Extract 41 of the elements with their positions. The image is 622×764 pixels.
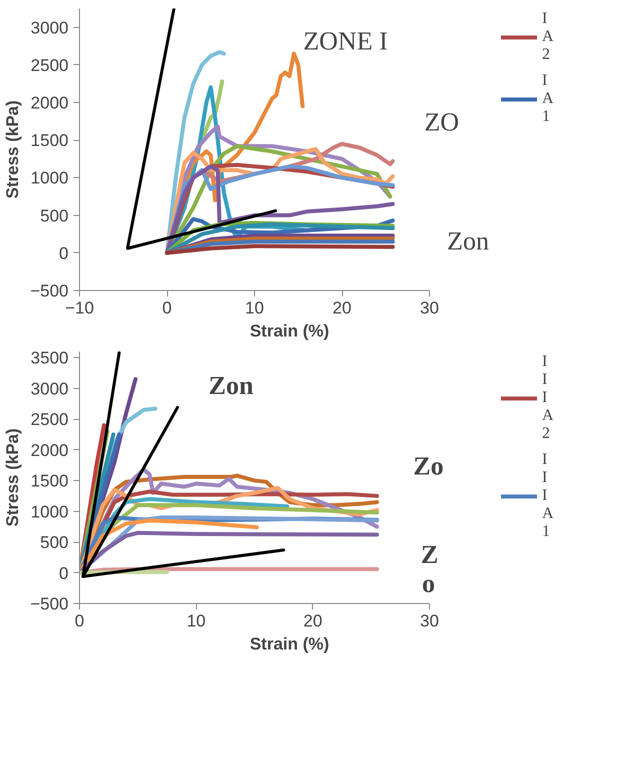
legend-label: I I I A 2 xyxy=(542,353,555,443)
x-axis-title: Strain (%) xyxy=(250,322,330,340)
annotation: ZO xyxy=(424,108,460,137)
y-tick-label: 3000 xyxy=(30,379,69,398)
y-tick-label: 0 xyxy=(59,244,69,263)
legend-label: I A 1 xyxy=(542,72,555,126)
y-tick-label: 0 xyxy=(59,564,69,583)
y-axis-title: Stress (kPa) xyxy=(3,428,22,527)
x-tick-label: −10 xyxy=(65,298,94,318)
y-tick-label: 1500 xyxy=(30,131,69,150)
x-tick-label: 10 xyxy=(245,298,264,318)
annotation: Zo xyxy=(413,452,444,481)
legend-label: I I I A 1 xyxy=(542,451,555,541)
x-tick-label: 20 xyxy=(303,612,322,630)
x-tick-label: 30 xyxy=(420,612,439,630)
x-axis-title: Strain (%) xyxy=(250,634,330,654)
annotation: o xyxy=(422,568,435,598)
y-tick-label: 2500 xyxy=(30,410,69,430)
x-tick-label: 0 xyxy=(162,298,172,318)
annotation: ZONE I xyxy=(303,26,388,56)
text: Zon xyxy=(447,226,489,256)
x-tick-label: 30 xyxy=(420,298,439,318)
annotation: Zon xyxy=(208,370,254,400)
y-tick-label: 1000 xyxy=(30,502,69,522)
y-tick-label: 3000 xyxy=(30,18,69,38)
x-tick-label: 10 xyxy=(186,612,206,630)
legend-label: I A 2 xyxy=(542,10,555,64)
y-tick-label: −500 xyxy=(30,282,69,300)
x-tick-label: 0 xyxy=(74,612,84,630)
y-axis-title: Stress (kPa) xyxy=(3,100,22,199)
y-tick-label: 500 xyxy=(40,533,69,552)
y-tick-label: 2000 xyxy=(30,440,69,460)
y-tick-label: 3500 xyxy=(30,348,69,368)
y-tick-label: 1500 xyxy=(30,472,69,491)
annotation: Z xyxy=(420,540,438,570)
y-tick-label: 2000 xyxy=(30,94,69,112)
y-tick-label: −500 xyxy=(30,594,69,614)
y-tick-label: 1000 xyxy=(30,168,69,188)
x-tick-label: 20 xyxy=(332,298,352,318)
y-tick-label: 500 xyxy=(40,206,69,226)
y-tick-label: 2500 xyxy=(30,56,69,75)
